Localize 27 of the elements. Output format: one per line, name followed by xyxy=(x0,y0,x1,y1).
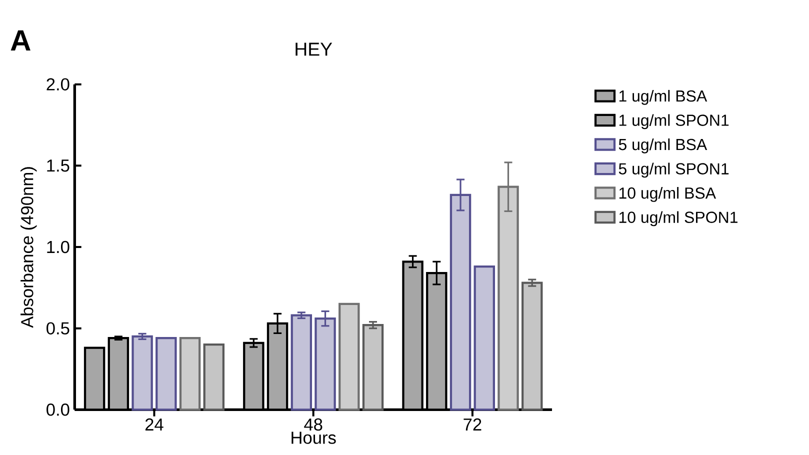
x-axis-title: Hours xyxy=(292,432,336,444)
legend-label: 5 ug/ml SPON1 xyxy=(618,162,729,178)
bar xyxy=(203,344,225,411)
x-tick-label: 48 xyxy=(304,418,322,431)
legend-label: 10 ug/ml SPON1 xyxy=(619,211,738,226)
legend-label: 1 ug/ml SPON1 xyxy=(619,114,729,130)
legend-label: 1 ug/ml BSA xyxy=(619,90,708,105)
bar xyxy=(179,337,201,411)
bar xyxy=(362,324,384,411)
y-tick-label: 1.5 xyxy=(47,160,70,172)
chart-title: HEY xyxy=(296,42,332,56)
y-tick-label: 1.0 xyxy=(47,240,70,254)
bar xyxy=(132,335,153,411)
x-tick-label: 24 xyxy=(145,418,164,430)
bar xyxy=(521,282,543,411)
bar xyxy=(156,337,177,411)
x-tick-label: 72 xyxy=(464,418,482,430)
y-tick-label: 2.0 xyxy=(46,78,70,90)
bar xyxy=(290,314,312,411)
y-tick-label: 0.5 xyxy=(46,322,70,334)
bar xyxy=(474,265,495,411)
y-axis-title: Absorbance (490nm) xyxy=(20,167,37,328)
legend-label: 5 ug/ml BSA xyxy=(618,138,708,154)
y-tick-label: 0.0 xyxy=(46,404,70,416)
legend-label: 10 ug/ml BSA xyxy=(619,186,716,202)
bar xyxy=(338,302,360,411)
text: A xyxy=(10,30,30,51)
